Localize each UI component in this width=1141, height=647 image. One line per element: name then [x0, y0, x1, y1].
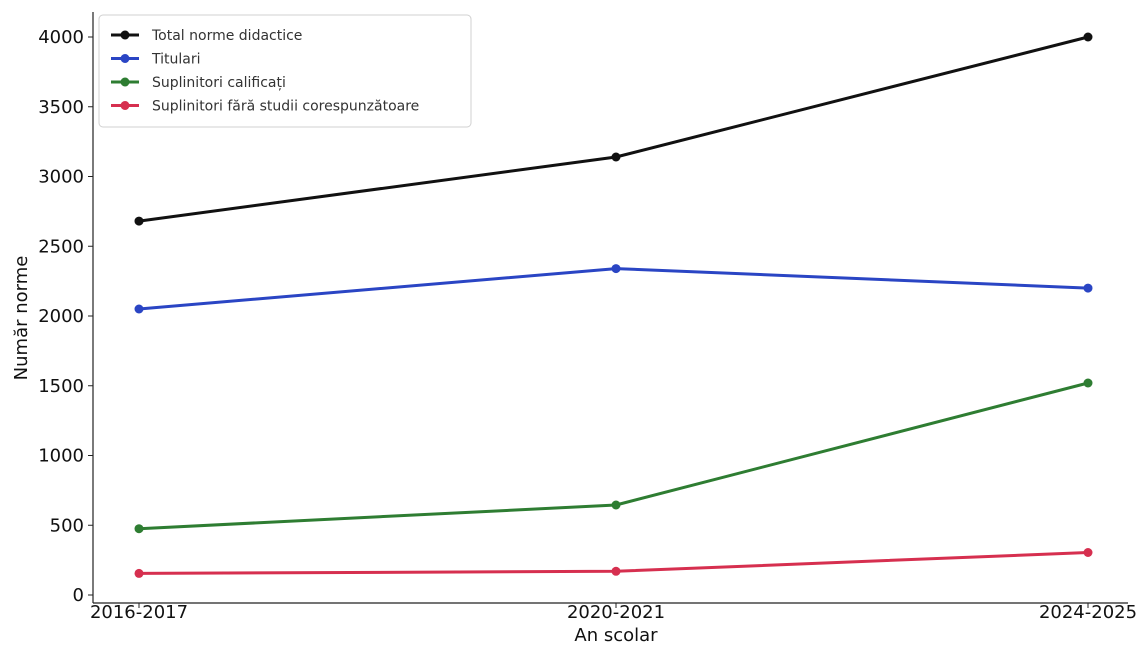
legend-marker — [120, 30, 130, 40]
y-tick-label: 3500 — [38, 97, 84, 118]
y-tick-label: 4000 — [38, 27, 84, 48]
data-point — [1083, 378, 1093, 388]
y-axis-title: Număr norme — [11, 256, 32, 381]
data-point — [134, 216, 144, 226]
x-tick-label: 2016-2017 — [90, 602, 188, 623]
series-1 — [134, 32, 1093, 226]
legend-label: Suplinitori calificați — [152, 75, 286, 91]
data-point — [1083, 548, 1093, 557]
legend-label: Titulari — [151, 52, 201, 68]
x-tick-label: 2020-2021 — [567, 602, 665, 623]
data-point — [1083, 283, 1093, 293]
y-tick-label: 500 — [50, 515, 84, 536]
legend-box — [98, 14, 472, 128]
data-point — [134, 524, 144, 534]
x-axis-ticks: 2016-2017 2020-2021 2024-2025 — [90, 602, 1137, 623]
legend-item: Suplinitori calificați — [111, 75, 286, 91]
legend-item: Suplinitori fără studii corespunzătoare — [111, 99, 419, 115]
legend-label: Suplinitori fără studii corespunzătoare — [152, 99, 419, 115]
series-line — [138, 267, 1089, 311]
x-tick-label: 2024-2025 — [1039, 602, 1137, 623]
legend-label: Total norme didactice — [151, 28, 302, 44]
data-point — [611, 500, 621, 510]
y-tick-label: 2000 — [38, 306, 84, 327]
series-4 — [134, 548, 1093, 578]
legend-item: Titulari — [111, 52, 201, 68]
y-tick-label: 1500 — [38, 376, 84, 397]
y-tick-label: 0 — [73, 585, 84, 606]
data-point — [611, 566, 621, 576]
data-point — [134, 568, 144, 578]
data-point — [611, 264, 621, 274]
series-3 — [134, 378, 1093, 534]
x-axis-title: An scolar — [574, 625, 658, 646]
y-tick-label: 1000 — [38, 446, 84, 467]
legend-marker — [120, 77, 130, 87]
axes — [92, 12, 1128, 604]
legend-marker — [120, 101, 130, 110]
y-tick-label: 2500 — [38, 236, 84, 257]
y-tick-label: 3000 — [38, 167, 84, 188]
data-point — [1083, 32, 1093, 42]
data-point — [134, 304, 144, 314]
data-point — [611, 152, 621, 162]
series-2 — [134, 264, 1093, 314]
legend-marker — [120, 54, 130, 63]
series-layer — [134, 32, 1093, 578]
legend: Total norme didactice Titulari Suplinitori… — [98, 14, 472, 128]
y-axis-ticks: 0 500 1000 1500 2000 2500 3000 3500 4000 — [38, 27, 93, 606]
legend-item: Total norme didactice — [111, 28, 302, 44]
